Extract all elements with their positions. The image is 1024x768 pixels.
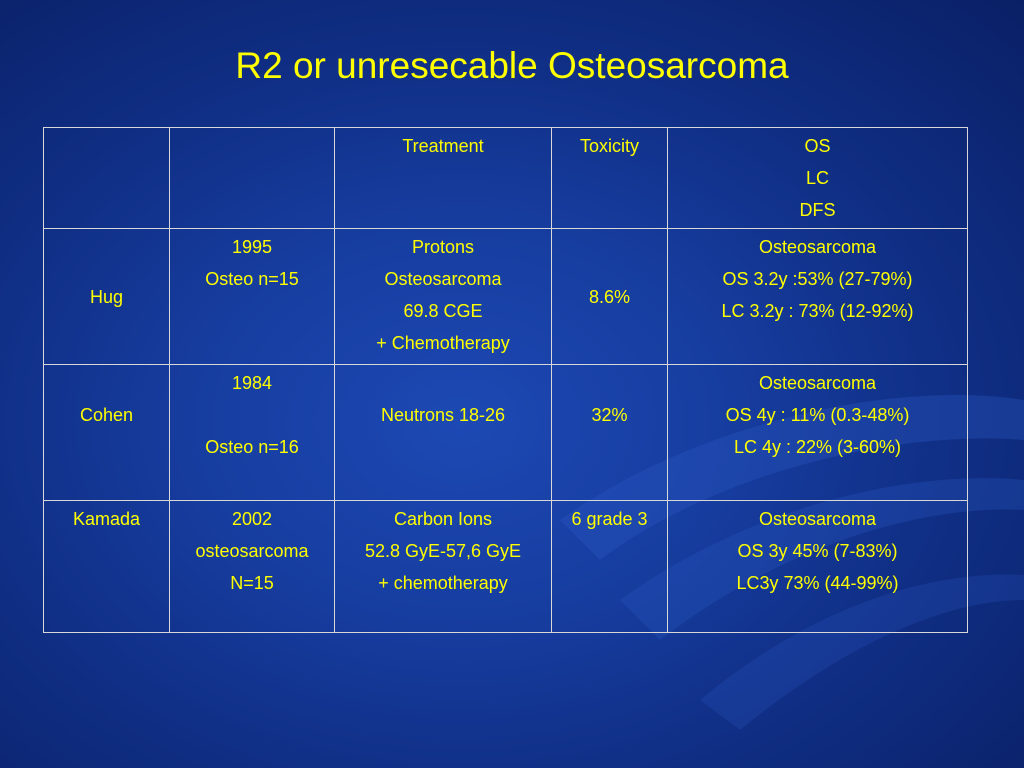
header-lc: LC (805, 168, 829, 188)
treatment-cell: Neutrons 18-26 (334, 364, 552, 501)
treatment-cell: Protons Osteosarcoma 69.8 CGE + Chemothe… (334, 228, 552, 365)
header-cell-empty-2 (169, 127, 335, 229)
author-cell: Cohen (43, 364, 170, 501)
results-table: Treatment Toxicity OS LC DFS Hug 1995 Os… (43, 127, 968, 633)
treatment-cell: Carbon Ions 52.8 GyE-57,6 GyE + chemothe… (334, 500, 552, 633)
study-cell: 1995 Osteo n=15 (169, 228, 335, 365)
author-cell: Kamada (43, 500, 170, 633)
table-row: Cohen 1984 Osteo n=16 Neutrons 18-26 32%… (43, 364, 968, 501)
header-cell-treatment: Treatment (334, 127, 552, 229)
table-header-row: Treatment Toxicity OS LC DFS (43, 127, 968, 229)
outcome-cell: Osteosarcoma OS 3.2y :53% (27-79%) LC 3.… (667, 228, 968, 365)
toxicity-cell: 8.6% (551, 228, 668, 365)
toxicity-cell: 6 grade 3 (551, 500, 668, 633)
author-cell: Hug (43, 228, 170, 365)
table-row: Hug 1995 Osteo n=15 Protons Osteosarcoma… (43, 228, 968, 365)
toxicity-cell: 32% (551, 364, 668, 501)
study-cell: 1984 Osteo n=16 (169, 364, 335, 501)
header-os: OS (804, 136, 831, 156)
outcome-cell: Osteosarcoma OS 3y 45% (7-83%) LC3y 73% … (667, 500, 968, 633)
header-cell-toxicity: Toxicity (551, 127, 668, 229)
header-cell-outcome: OS LC DFS (667, 127, 968, 229)
header-cell-empty-1 (43, 127, 170, 229)
slide-title: R2 or unresecable Osteosarcoma (235, 45, 789, 86)
study-cell: 2002 osteosarcoma N=15 (169, 500, 335, 633)
outcome-cell: Osteosarcoma OS 4y : 11% (0.3-48%) LC 4y… (667, 364, 968, 501)
header-dfs: DFS (799, 200, 836, 220)
table-row: Kamada 2002 osteosarcoma N=15 Carbon Ion… (43, 500, 968, 633)
